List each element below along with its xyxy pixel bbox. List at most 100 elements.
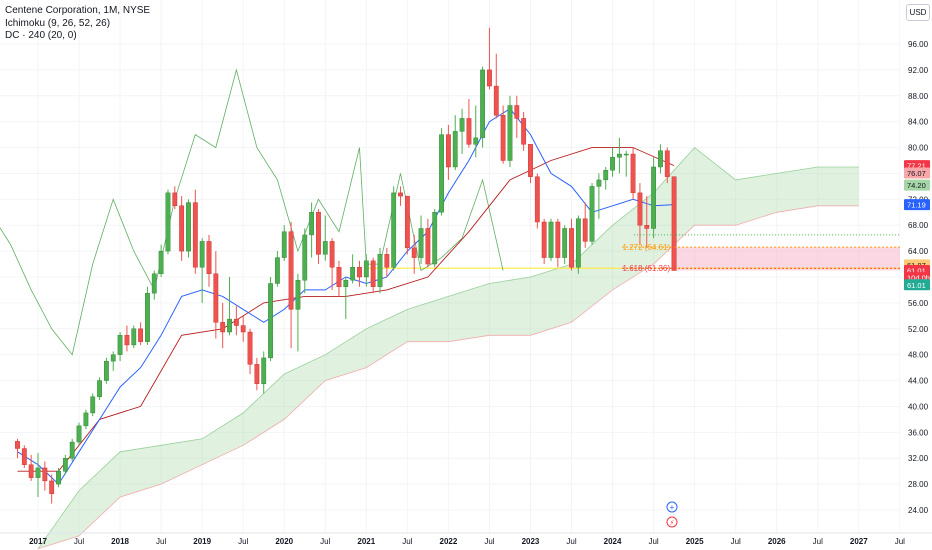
- candle-body: [411, 247, 417, 258]
- candle-body: [172, 192, 178, 207]
- candle-body: [247, 331, 253, 365]
- candle-body: [617, 153, 622, 158]
- candle-body: [186, 202, 191, 252]
- time-tick-label: 2017: [29, 537, 47, 546]
- candle-body: [21, 448, 27, 465]
- price-tick-label: 88.00: [908, 92, 929, 101]
- candle-body: [493, 85, 499, 116]
- price-label-bg: [904, 167, 930, 179]
- candle-body: [15, 441, 20, 449]
- candle-body: [220, 322, 226, 333]
- candle-body: [350, 267, 356, 281]
- candle-body: [131, 328, 137, 346]
- candle-body: [398, 192, 403, 197]
- candle-body: [425, 228, 431, 265]
- candle-body: [145, 292, 150, 342]
- candle-body: [644, 225, 650, 229]
- candle-body: [117, 335, 123, 355]
- candle-body: [322, 241, 328, 255]
- time-tick-label: 2019: [193, 537, 211, 546]
- candle-body: [151, 273, 157, 294]
- chart-legend: Centene Corporation, 1M, NYSE Ichimoku (…: [5, 5, 150, 43]
- time-tick-label: Jul: [648, 537, 658, 546]
- candle-body: [192, 202, 198, 268]
- price-label-text: 61.01: [907, 266, 926, 275]
- time-tick-label: 2024: [604, 537, 622, 546]
- candle-body: [295, 280, 301, 310]
- candle-body: [138, 328, 143, 342]
- price-tick-label: 24.00: [908, 506, 929, 515]
- add-alert-icon[interactable]: [666, 501, 678, 513]
- price-tick-label: 40.00: [908, 402, 929, 411]
- time-tick-label: 2023: [522, 537, 540, 546]
- price-tick-label: 96.00: [908, 40, 929, 49]
- candle-body: [227, 318, 232, 333]
- candle-body: [596, 179, 602, 187]
- candle-body: [521, 118, 527, 145]
- candle-body: [664, 150, 670, 177]
- candle-body: [110, 354, 116, 362]
- candle-body: [90, 396, 96, 414]
- candle-body: [275, 257, 280, 284]
- candle-body: [165, 192, 171, 252]
- time-tick-label: Jul: [813, 537, 823, 546]
- time-tick-label: Jul: [74, 537, 84, 546]
- candle-body: [199, 241, 205, 268]
- ichimoku-legend[interactable]: Ichimoku (9, 26, 52, 26): [5, 17, 111, 29]
- currency-button[interactable]: USD: [906, 4, 930, 21]
- candle-body: [651, 166, 657, 229]
- price-label-text: 74.20: [907, 181, 926, 190]
- candle-body: [589, 186, 595, 242]
- candle-body: [42, 467, 48, 482]
- symbol-title[interactable]: Centene Corporation, 1M, NYSE: [5, 5, 151, 16]
- price-tick-label: 32.00: [908, 454, 929, 463]
- candle-body: [610, 157, 615, 171]
- candle-body: [363, 260, 369, 278]
- donchian-legend[interactable]: DC · 240 (20, 0): [5, 30, 77, 41]
- candle-body: [452, 131, 458, 168]
- candle-body: [329, 241, 335, 268]
- plus-glyph: +: [670, 503, 675, 512]
- candle-body: [56, 470, 61, 485]
- chart-buttons[interactable]: + ⚡: [666, 501, 678, 528]
- candle-body: [575, 218, 581, 268]
- candlestick-series: [15, 27, 677, 504]
- candle-body: [206, 241, 212, 274]
- candle-body: [62, 458, 68, 472]
- candle-body: [69, 441, 75, 459]
- time-axis[interactable]: 2017 Jul 2018 Jul 2019 Jul 2020 Jul 2021 Jul 2022 J…: [0, 532, 932, 546]
- time-tick-label: 2025: [686, 537, 704, 546]
- flash-icon[interactable]: [666, 516, 678, 528]
- candle-body: [370, 260, 376, 287]
- candle-body: [240, 325, 246, 333]
- candle-body: [261, 357, 267, 384]
- candle-body: [268, 283, 273, 359]
- candle-body: [671, 176, 677, 271]
- price-tick-label: 48.00: [908, 351, 929, 360]
- time-tick-label: Jul: [238, 537, 248, 546]
- candle-body: [288, 231, 294, 310]
- candle-body: [76, 425, 82, 443]
- candle-body: [391, 192, 397, 268]
- candle-body: [418, 228, 424, 258]
- candle-body: [603, 170, 609, 181]
- candle-body: [336, 267, 342, 287]
- price-tick-label: 28.00: [908, 480, 929, 489]
- candle-body: [623, 153, 629, 156]
- candle-body: [103, 360, 109, 381]
- candle-body: [630, 153, 636, 194]
- time-tick-label: Jul: [484, 537, 494, 546]
- price-tick-label: 56.00: [908, 299, 929, 308]
- price-tick-label: 80.00: [908, 144, 929, 153]
- time-tick-label: Jul: [566, 537, 576, 546]
- candle-body: [97, 380, 102, 397]
- grid-lines: [0, 0, 901, 533]
- cloud-lower-line: [37, 205, 859, 550]
- time-tick-label: Jul: [731, 537, 741, 546]
- price-label-bg: [904, 179, 930, 191]
- candle-body: [446, 134, 451, 168]
- time-tick-label: 2021: [357, 537, 375, 546]
- candle-body: [658, 150, 663, 168]
